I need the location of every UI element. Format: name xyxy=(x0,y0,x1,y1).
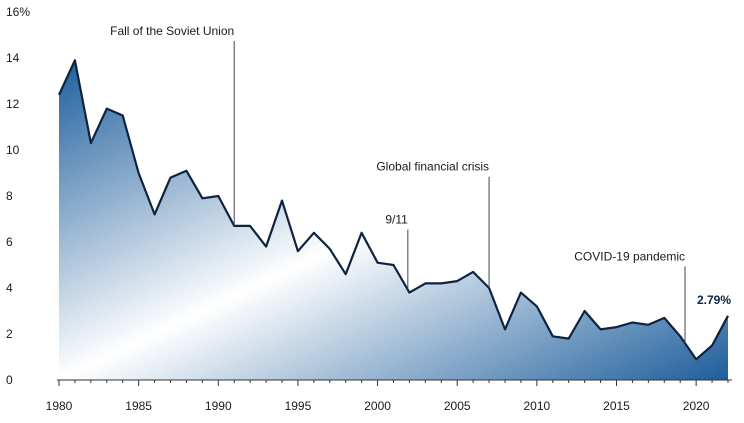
y-tick-label: 10 xyxy=(6,143,20,157)
y-tick-label: 16% xyxy=(6,5,30,19)
y-tick-label: 4 xyxy=(6,281,13,295)
x-tick-label: 2005 xyxy=(444,399,471,413)
annotation-label: Global financial crisis xyxy=(376,160,489,174)
x-tick-label: 1995 xyxy=(285,399,312,413)
x-tick-label: 1985 xyxy=(125,399,152,413)
x-tick-label: 2010 xyxy=(524,399,551,413)
y-tick-label: 2 xyxy=(6,327,13,341)
y-tick-label: 14 xyxy=(6,51,20,65)
y-tick-label: 0 xyxy=(6,373,13,387)
x-tick-label: 1990 xyxy=(205,399,232,413)
annotation-label: 9/11 xyxy=(385,213,408,227)
annotation-label: COVID-19 pandemic xyxy=(574,249,685,263)
annotation-label: Fall of the Soviet Union xyxy=(110,24,234,38)
x-tick-label: 2020 xyxy=(683,399,710,413)
axis-layer: 1980 1985 1990 1995 2000 2005 2010 2015 2020 0 2 4 6… xyxy=(6,5,732,413)
x-tick-label: 2015 xyxy=(603,399,630,413)
series-area xyxy=(59,60,728,381)
y-tick-label: 8 xyxy=(6,189,13,203)
area-layer xyxy=(58,59,729,381)
x-tick-label: 1980 xyxy=(46,399,73,413)
y-tick-label: 12 xyxy=(6,97,20,111)
x-tick-label: 2000 xyxy=(364,399,391,413)
annotation-layer: Fall of the Soviet Union 9/11 Global finan… xyxy=(110,24,731,344)
y-tick-label: 6 xyxy=(6,235,13,249)
end-value-label: 2.79% xyxy=(697,293,731,307)
